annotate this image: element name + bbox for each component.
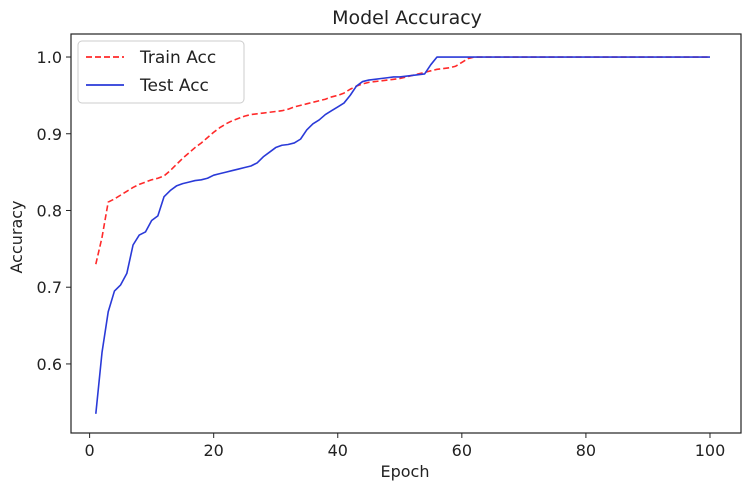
plot-area xyxy=(95,56,710,414)
y-axis-title: Accuracy xyxy=(7,200,26,273)
legend-label: Train Acc xyxy=(139,48,216,68)
x-axis-title: Epoch xyxy=(381,462,430,481)
plot-frame xyxy=(70,33,742,434)
x-tick-label: 80 xyxy=(576,441,596,460)
x-tick-label: 40 xyxy=(328,441,348,460)
y-tick-label: 0.7 xyxy=(37,278,62,297)
y-tick-label: 0.8 xyxy=(37,201,62,220)
legend: Train Acc Test Acc xyxy=(77,40,245,104)
x-tick-label: 60 xyxy=(452,441,472,460)
axis-ticks: 0 20 40 60 80 100 0.6 0.7 0.8 0.9 1.0 xyxy=(37,48,726,460)
x-tick-label: 0 xyxy=(85,441,95,460)
y-tick-label: 0.9 xyxy=(37,125,62,144)
series-line-test-acc xyxy=(95,56,710,414)
x-tick-label: 100 xyxy=(695,441,726,460)
legend-label: Test Acc xyxy=(139,76,209,96)
chart-title: Model Accuracy xyxy=(332,7,482,29)
x-tick-label: 20 xyxy=(204,441,224,460)
y-tick-label: 1.0 xyxy=(37,48,62,67)
y-tick-label: 0.6 xyxy=(37,355,62,374)
series-line-train-acc xyxy=(95,56,710,265)
legend-box xyxy=(77,40,245,104)
